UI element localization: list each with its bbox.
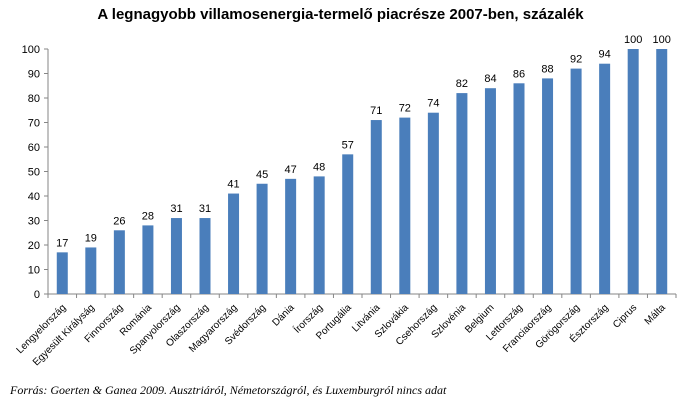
y-tick-label: 30 bbox=[28, 216, 40, 228]
bar bbox=[570, 68, 582, 294]
data-label: 72 bbox=[399, 103, 411, 115]
data-label: 88 bbox=[541, 63, 553, 75]
data-label: 94 bbox=[599, 49, 611, 61]
y-tick-label: 100 bbox=[22, 44, 40, 56]
y-tick-label: 10 bbox=[28, 265, 40, 277]
bar bbox=[142, 225, 154, 294]
category-label: Dánia bbox=[270, 302, 297, 329]
bar bbox=[313, 176, 325, 294]
bar bbox=[542, 78, 554, 295]
data-label: 57 bbox=[342, 139, 354, 151]
y-tick-label: 90 bbox=[28, 69, 40, 81]
data-label: 31 bbox=[170, 203, 182, 215]
bar bbox=[370, 120, 382, 294]
bar bbox=[627, 49, 639, 294]
bar bbox=[599, 63, 611, 295]
data-label: 92 bbox=[570, 54, 582, 66]
data-label: 31 bbox=[199, 203, 211, 215]
category-label: Ciprus bbox=[611, 302, 639, 330]
bar bbox=[456, 93, 468, 294]
data-label: 100 bbox=[653, 34, 671, 46]
bar bbox=[228, 193, 240, 294]
category-label: Lengyelország bbox=[15, 302, 69, 356]
y-tick-label: 40 bbox=[28, 191, 40, 203]
category-label: Málta bbox=[643, 302, 668, 327]
data-label: 48 bbox=[313, 161, 325, 173]
bar bbox=[113, 230, 125, 294]
data-label: 47 bbox=[285, 164, 297, 176]
bar bbox=[256, 183, 268, 294]
data-label: 45 bbox=[256, 169, 268, 181]
bar bbox=[199, 218, 211, 294]
data-label: 86 bbox=[513, 68, 525, 80]
bar bbox=[285, 178, 297, 294]
data-label: 74 bbox=[427, 98, 439, 110]
data-label: 28 bbox=[142, 210, 154, 222]
data-label: 41 bbox=[227, 179, 239, 191]
bar bbox=[427, 112, 439, 294]
y-tick-label: 0 bbox=[34, 289, 40, 301]
chart-title: A legnagyobb villamosenergia-termelő pia… bbox=[97, 6, 584, 23]
y-tick-label: 20 bbox=[28, 240, 40, 252]
bar bbox=[85, 247, 97, 294]
data-label: 82 bbox=[456, 78, 468, 90]
bar bbox=[399, 117, 411, 294]
bar bbox=[513, 83, 525, 294]
y-tick-label: 60 bbox=[28, 142, 40, 154]
bar bbox=[656, 49, 668, 294]
data-label: 26 bbox=[113, 215, 125, 227]
bar bbox=[342, 154, 354, 294]
data-label: 100 bbox=[624, 34, 642, 46]
y-tick-label: 80 bbox=[28, 93, 40, 105]
y-tick-label: 50 bbox=[28, 167, 40, 179]
data-label: 71 bbox=[370, 105, 382, 117]
bar bbox=[170, 218, 182, 294]
data-label: 84 bbox=[484, 73, 496, 85]
bar bbox=[56, 252, 68, 294]
y-tick-label: 70 bbox=[28, 118, 40, 130]
data-label: 17 bbox=[56, 237, 68, 249]
source-note: Forrás: Goerten & Ganea 2009. Ausztriáró… bbox=[10, 383, 447, 397]
category-label: Spanyolország bbox=[128, 302, 183, 357]
bar bbox=[484, 88, 496, 294]
data-label: 19 bbox=[85, 232, 97, 244]
